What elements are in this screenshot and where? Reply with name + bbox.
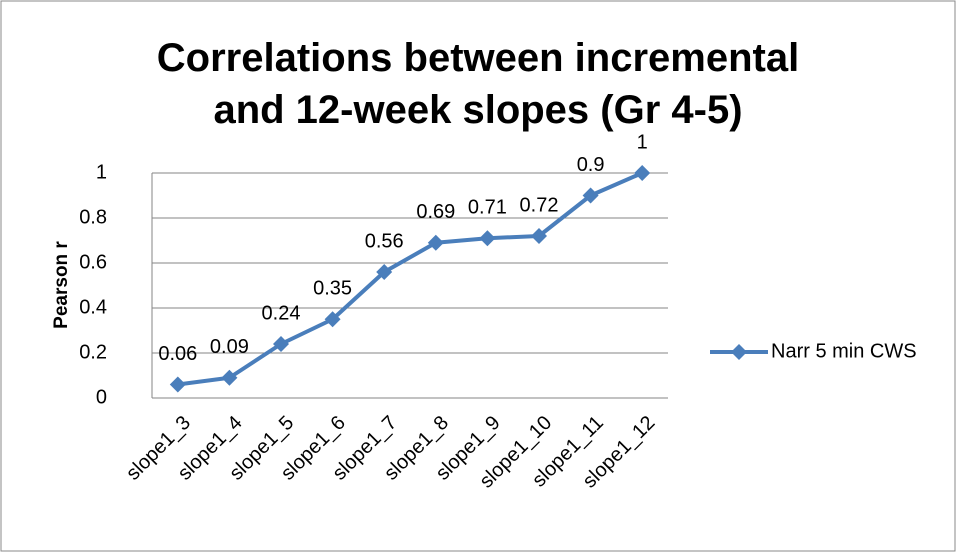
- y-axis-label: Pearson r: [51, 241, 72, 329]
- data-label: 0.09: [210, 336, 249, 358]
- marker: [324, 311, 341, 328]
- line: [177, 171, 643, 387]
- data-label: 0.06: [158, 343, 197, 365]
- marker: [221, 369, 238, 386]
- marker: [169, 376, 186, 393]
- data-label: 0.9: [577, 154, 605, 176]
- y-tick-label: 0.8: [79, 206, 107, 228]
- data-label: 0.71: [468, 197, 507, 219]
- legend-marker: [731, 344, 747, 360]
- data-label: 1: [637, 131, 648, 153]
- marker: [273, 336, 289, 352]
- y-tick-label: 1: [96, 161, 107, 183]
- y-tick-label: 0: [96, 386, 107, 408]
- chart-title: Correlations between incremental and 12-…: [156, 36, 800, 132]
- y-tick-label: 0.6: [79, 251, 107, 273]
- data-label: 0.56: [365, 230, 404, 252]
- legend-label: Narr 5 min CWS: [771, 340, 917, 362]
- marker: [582, 187, 599, 204]
- marker: [634, 165, 651, 181]
- marker: [427, 234, 444, 251]
- marker: [376, 264, 393, 280]
- data-label: 0.24: [262, 302, 301, 324]
- y-tick-label: 0.2: [79, 341, 107, 363]
- marker: [479, 230, 496, 247]
- data-label: 0.72: [520, 194, 559, 216]
- y-tick-label: 0.4: [79, 296, 107, 318]
- data-label: 0.69: [416, 201, 455, 223]
- data-label: 0.35: [313, 278, 352, 300]
- marker: [531, 228, 547, 244]
